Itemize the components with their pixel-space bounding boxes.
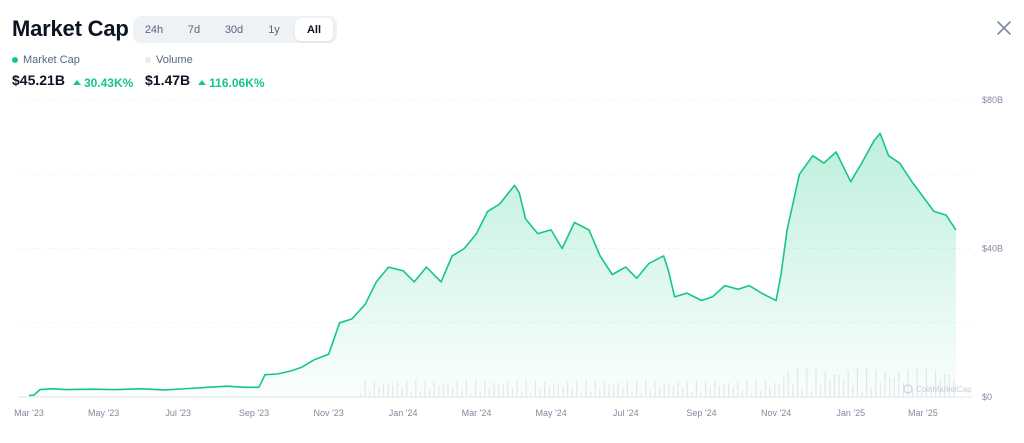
market-cap-change: 30.43K% — [72, 75, 134, 90]
x-tick-label: Mar '25 — [908, 408, 938, 418]
x-tick-label: Jul '23 — [165, 408, 191, 418]
market-cap-stat: $45.21B 30.43K% — [12, 72, 133, 90]
up-triangle-icon — [198, 80, 207, 85]
x-tick-label: Mar '23 — [14, 408, 44, 418]
page-title: Market Cap — [12, 16, 129, 41]
volume-change-text: 116.06K% — [209, 75, 265, 90]
x-axis: Mar '23 May '23 Jul '23 Sep '23 Nov '23 Jan '… — [14, 408, 938, 418]
close-button[interactable] — [994, 18, 1014, 38]
volume-value: $1.47B — [145, 72, 191, 88]
x-tick-label: May '23 — [88, 408, 119, 418]
legend-market-cap-label: Market Cap — [23, 54, 80, 66]
y-axis: $80B $40B $0 — [982, 95, 1003, 402]
volume-change: 116.06K% — [198, 75, 265, 90]
legend-volume[interactable]: Volume — [145, 54, 193, 66]
x-tick-label: Sep '23 — [239, 408, 269, 418]
y-tick-label: $80B — [982, 95, 1003, 105]
market-cap-change-text: 30.43K% — [83, 75, 134, 90]
volume-dot — [145, 57, 151, 63]
time-range-tabs: 24h 7d 30d 1y All — [133, 16, 337, 43]
market-cap-value: $45.21B — [12, 72, 65, 88]
y-tick-label: $0 — [982, 392, 992, 402]
chart-header: Market Cap — [12, 14, 129, 44]
tab-all[interactable]: All — [295, 18, 333, 41]
tab-7d[interactable]: 7d — [187, 23, 201, 36]
x-tick-label: Jul '24 — [613, 408, 639, 418]
x-tick-label: Nov '23 — [313, 408, 343, 418]
legend-market-cap[interactable]: Market Cap — [12, 54, 80, 66]
legend-volume-label: Volume — [156, 54, 193, 66]
tab-24h[interactable]: 24h — [144, 23, 164, 36]
watermark: CoinMarketCap — [903, 384, 972, 394]
close-icon — [997, 21, 1011, 35]
x-tick-label: Mar '24 — [462, 408, 492, 418]
tab-1y[interactable]: 1y — [268, 23, 280, 36]
market-cap-area — [29, 133, 956, 397]
x-tick-label: Jan '24 — [389, 408, 418, 418]
volume-stat: $1.47B 116.06K% — [145, 72, 265, 90]
x-tick-label: Jan '25 — [836, 408, 865, 418]
market-cap-line — [28, 132, 957, 397]
up-triangle-icon — [72, 80, 81, 85]
tab-30d[interactable]: 30d — [224, 23, 244, 36]
x-tick-label: Nov '24 — [761, 408, 791, 418]
y-tick-label: $40B — [982, 244, 1003, 254]
x-tick-label: May '24 — [536, 408, 567, 418]
market-cap-dot — [12, 57, 18, 63]
x-tick-label: Sep '24 — [686, 408, 716, 418]
watermark-text: CoinMarketCap — [916, 385, 972, 394]
